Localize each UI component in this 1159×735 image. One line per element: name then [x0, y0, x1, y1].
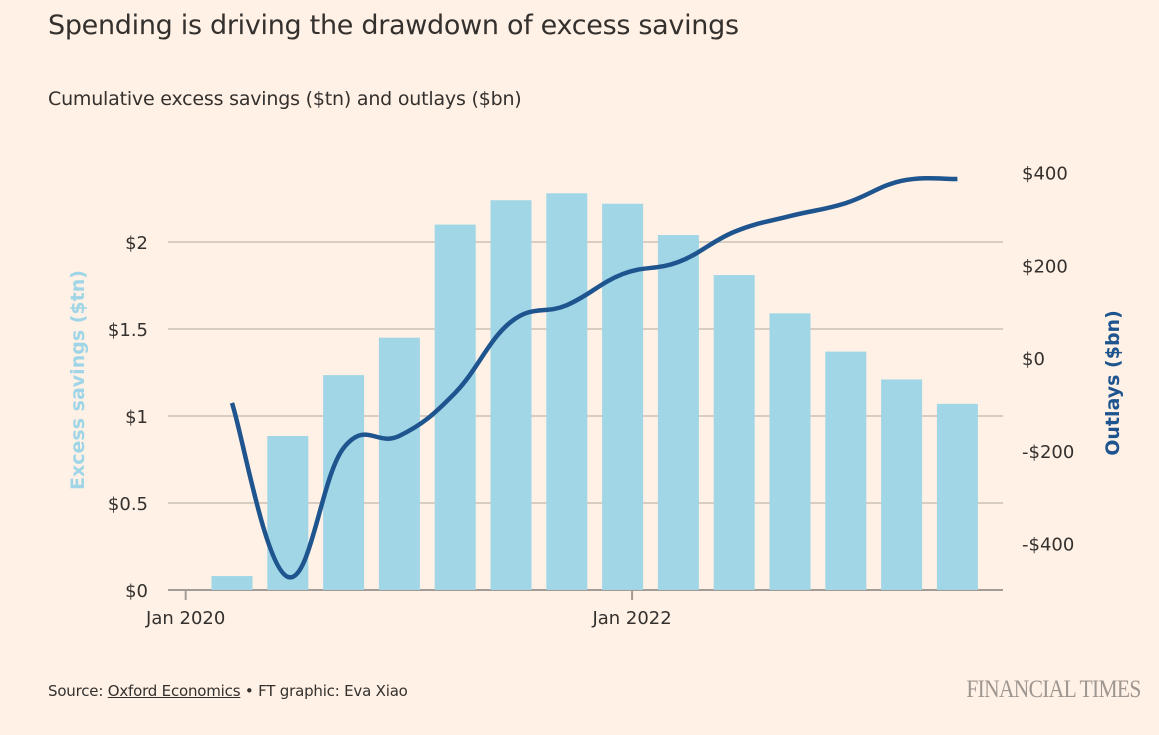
right-tick-label: -$400 [1022, 535, 1074, 556]
ft-logo: FINANCIAL TIMES [966, 676, 1142, 703]
outlays-line-group [229, 175, 958, 580]
left-tick-label: $2 [125, 233, 148, 254]
bar-excess-savings [378, 337, 420, 590]
right-axis-ticks: $400 $200 $0 -$200 -$400 [1022, 164, 1074, 556]
source-prefix: Source: [48, 682, 108, 700]
bar-excess-savings [657, 235, 699, 591]
bar-excess-savings [713, 275, 755, 590]
right-axis-title: Outlays ($bn) [1102, 310, 1124, 456]
bar-excess-savings [546, 193, 588, 590]
bar-excess-savings [769, 313, 811, 590]
left-axis-ticks: $0 $0.5 $1 $1.5 $2 [108, 233, 148, 602]
bar-excess-savings [602, 203, 644, 590]
right-tick-label: $200 [1022, 256, 1068, 277]
x-tick-label: Jan 2022 [591, 608, 671, 629]
left-tick-label: $0.5 [108, 494, 148, 515]
bar-excess-savings [825, 351, 867, 590]
credit-text: • FT graphic: Eva Xiao [240, 682, 408, 700]
bar-excess-savings [881, 379, 923, 590]
left-tick-label: $0 [125, 581, 148, 602]
bar-excess-savings [490, 200, 532, 591]
right-tick-label: $400 [1022, 164, 1068, 185]
source-link[interactable]: Oxford Economics [107, 682, 241, 700]
right-tick-label: -$200 [1022, 442, 1074, 463]
left-axis-title: Excess savings ($tn) [67, 270, 89, 490]
right-tick-label: $0 [1022, 349, 1045, 370]
bars [211, 193, 978, 591]
chart-subtitle: Cumulative excess savings ($tn) and outl… [48, 88, 522, 110]
bar-excess-savings [211, 576, 253, 590]
line-outlays [229, 175, 958, 580]
source-footer: Source: Oxford Economics • FT graphic: E… [48, 682, 408, 700]
chart-title: Spending is driving the drawdown of exce… [48, 10, 739, 41]
left-tick-label: $1 [125, 407, 148, 428]
x-axis-ticks: Jan 2020 Jan 2022 [145, 590, 672, 629]
bar-excess-savings [936, 403, 978, 590]
x-tick-label: Jan 2020 [145, 608, 225, 629]
left-tick-label: $1.5 [108, 320, 148, 341]
